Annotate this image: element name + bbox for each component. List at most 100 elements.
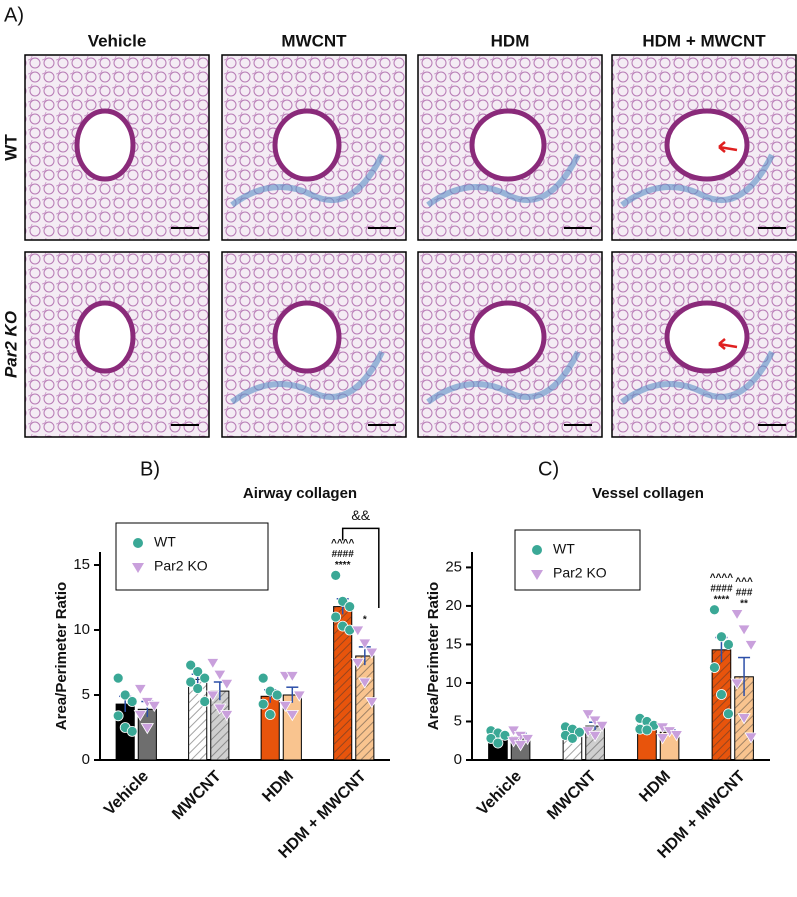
collagen: [426, 350, 581, 405]
y-tick-label: 5: [82, 686, 90, 703]
data-point: [140, 723, 155, 735]
data-point: [257, 672, 269, 684]
data-point: [330, 570, 342, 581]
airway: [74, 300, 136, 374]
data-point: [744, 640, 758, 652]
legend: [115, 522, 269, 591]
y-tick-label: 20: [445, 597, 462, 614]
data-point: [641, 724, 653, 736]
x-tick-label: MWCNT: [169, 768, 225, 824]
collagen: [426, 153, 581, 208]
legend: [514, 529, 641, 591]
data-point: [126, 726, 138, 737]
y-axis-label: Area/Perimeter Ratio: [425, 582, 442, 730]
data-point: [737, 624, 751, 636]
data-point: [285, 671, 300, 683]
bar-hatch: [355, 656, 374, 760]
airway: [272, 108, 342, 182]
data-point: [595, 720, 609, 733]
data-point: [344, 601, 356, 612]
data-point: [199, 672, 211, 684]
data-point: [365, 697, 379, 709]
data-point: [199, 696, 211, 707]
data-point: [351, 658, 365, 670]
bracket: [341, 527, 380, 608]
data-point: [192, 683, 204, 694]
arrow: [718, 141, 738, 153]
data-point: [213, 669, 227, 681]
data-point: [492, 737, 504, 749]
y-tick-label: 10: [73, 621, 90, 638]
data-point: [520, 734, 535, 746]
data-point: [730, 609, 744, 621]
x-tick-label: HDM: [636, 768, 674, 806]
data-point: [126, 696, 138, 707]
collagen: [620, 350, 775, 405]
collagen: [230, 350, 385, 405]
data-point: [112, 672, 124, 684]
chart-title: Airway collagen: [243, 485, 357, 502]
significance: ^^^: [735, 576, 753, 587]
legend-marker: [133, 538, 143, 548]
legend-marker: [532, 545, 542, 555]
data-point: [723, 708, 734, 720]
y-axis-label: Area/Perimeter Ratio: [53, 582, 70, 730]
data-point: [147, 701, 162, 713]
data-point: [669, 730, 684, 742]
arrow: [718, 338, 738, 350]
y-tick-label: 25: [445, 558, 462, 575]
significance: ****: [714, 594, 730, 605]
data-point: [723, 639, 734, 650]
data-point: [271, 689, 283, 701]
y-tick-label: 10: [445, 674, 462, 691]
bar-hatch: [585, 726, 605, 760]
data-point: [358, 638, 372, 650]
data-point: [655, 733, 670, 745]
data-point: [285, 710, 300, 722]
data-point: [292, 690, 307, 702]
data-point: [358, 677, 372, 689]
significance: **: [740, 598, 748, 609]
data-point: [588, 730, 602, 743]
data-point: [730, 678, 744, 690]
significance: ^^^^: [331, 538, 355, 549]
significance: ###: [736, 587, 753, 598]
data-point: [330, 611, 342, 623]
collagen: [620, 153, 775, 208]
column-header: HDM: [491, 31, 530, 50]
data-point: [220, 710, 234, 722]
legend-label: Par2 KO: [154, 558, 208, 574]
bar-hatch: [333, 606, 352, 760]
legend-label: WT: [553, 541, 575, 557]
legend-label: WT: [154, 534, 176, 550]
column-header: Vehicle: [88, 31, 147, 50]
data-point: [581, 709, 595, 721]
data-point: [499, 729, 511, 741]
data-point: [744, 732, 758, 744]
y-tick-label: 15: [73, 556, 90, 573]
data-point: [213, 703, 227, 715]
airway: [469, 108, 547, 182]
y-tick-label: 15: [445, 635, 462, 652]
data-point: [709, 604, 720, 616]
data-point: [133, 684, 148, 696]
data-point: [513, 740, 528, 752]
y-tick-label: 5: [454, 712, 462, 729]
x-tick-label: Vehicle: [101, 768, 152, 819]
data-point: [567, 733, 578, 744]
data-point: [206, 658, 220, 670]
row-label: WT: [1, 134, 20, 161]
data-point: [185, 659, 197, 671]
data-point: [133, 710, 148, 722]
x-tick-label: Vehicle: [474, 768, 525, 819]
airway: [74, 108, 136, 182]
airway: [664, 108, 750, 182]
data-point: [192, 666, 204, 677]
x-tick-label: MWCNT: [544, 768, 600, 824]
bracket-label: &&: [351, 507, 370, 523]
data-point: [119, 689, 131, 701]
bar-hatch: [210, 691, 229, 760]
data-point: [737, 713, 751, 725]
airway: [469, 300, 547, 374]
